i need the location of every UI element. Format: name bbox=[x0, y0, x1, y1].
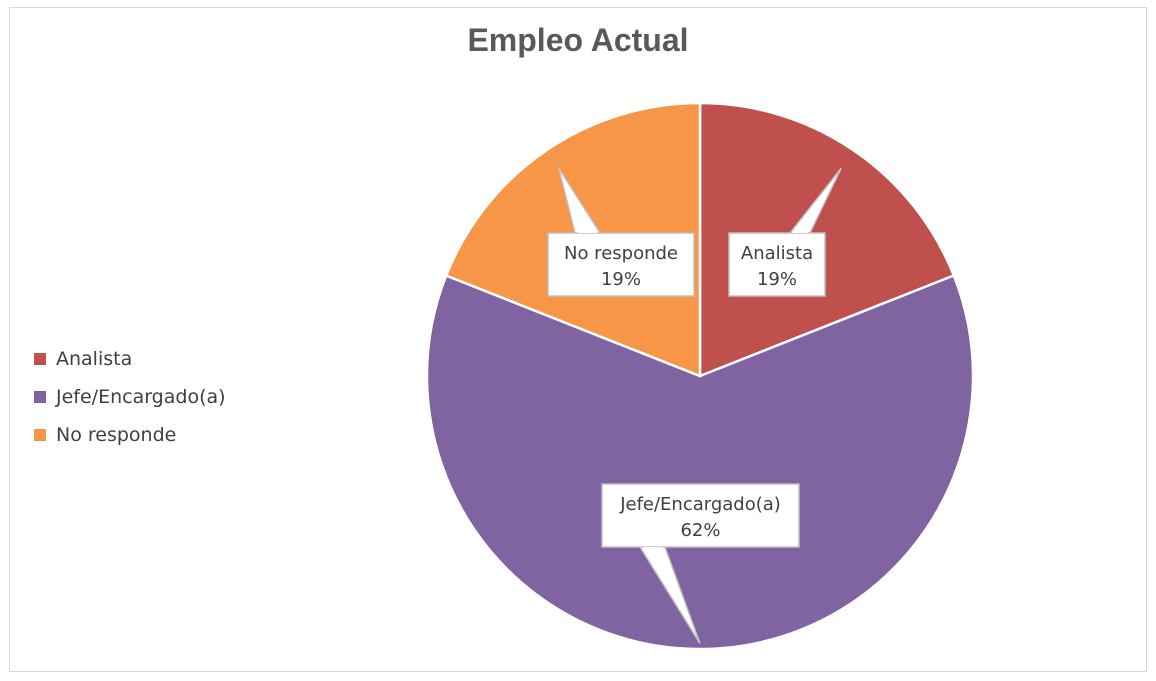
data-label-jefe: Jefe/Encargado(a) 62% bbox=[601, 483, 800, 644]
legend: Analista Jefe/Encargado(a) No responde bbox=[34, 340, 226, 454]
data-label-percent: 19% bbox=[757, 269, 797, 290]
legend-label-analista: Analista bbox=[56, 348, 133, 370]
callout-join bbox=[641, 547, 664, 550]
callout-box bbox=[728, 232, 826, 297]
callout-box bbox=[547, 232, 695, 297]
data-label-name: Analista bbox=[741, 243, 813, 264]
legend-item-jefe: Jefe/Encargado(a) bbox=[34, 378, 226, 416]
legend-swatch-jefe bbox=[34, 391, 46, 403]
callout-join bbox=[576, 230, 599, 233]
data-label-name: Jefe/Encargado(a) bbox=[619, 494, 781, 515]
legend-label-no-responde: No responde bbox=[56, 424, 177, 446]
data-label-analista: Analista 19% bbox=[728, 167, 842, 297]
data-label-percent: 19% bbox=[601, 269, 641, 290]
pie-slice-jefe bbox=[425, 273, 975, 651]
legend-swatch-analista bbox=[34, 353, 46, 365]
pie-slice-analista bbox=[698, 101, 956, 378]
data-label-percent: 62% bbox=[680, 520, 720, 541]
callout-box bbox=[601, 483, 800, 548]
legend-item-no-responde: No responde bbox=[34, 416, 226, 454]
data-label-no-responde: No responde 19% bbox=[547, 167, 695, 297]
chart-title: Empleo Actual bbox=[467, 22, 689, 58]
legend-label-jefe: Jefe/Encargado(a) bbox=[56, 386, 226, 408]
data-label-name: No responde bbox=[564, 243, 678, 264]
callout-join bbox=[791, 230, 809, 233]
legend-item-analista: Analista bbox=[34, 340, 226, 378]
legend-swatch-no-responde bbox=[34, 429, 46, 441]
